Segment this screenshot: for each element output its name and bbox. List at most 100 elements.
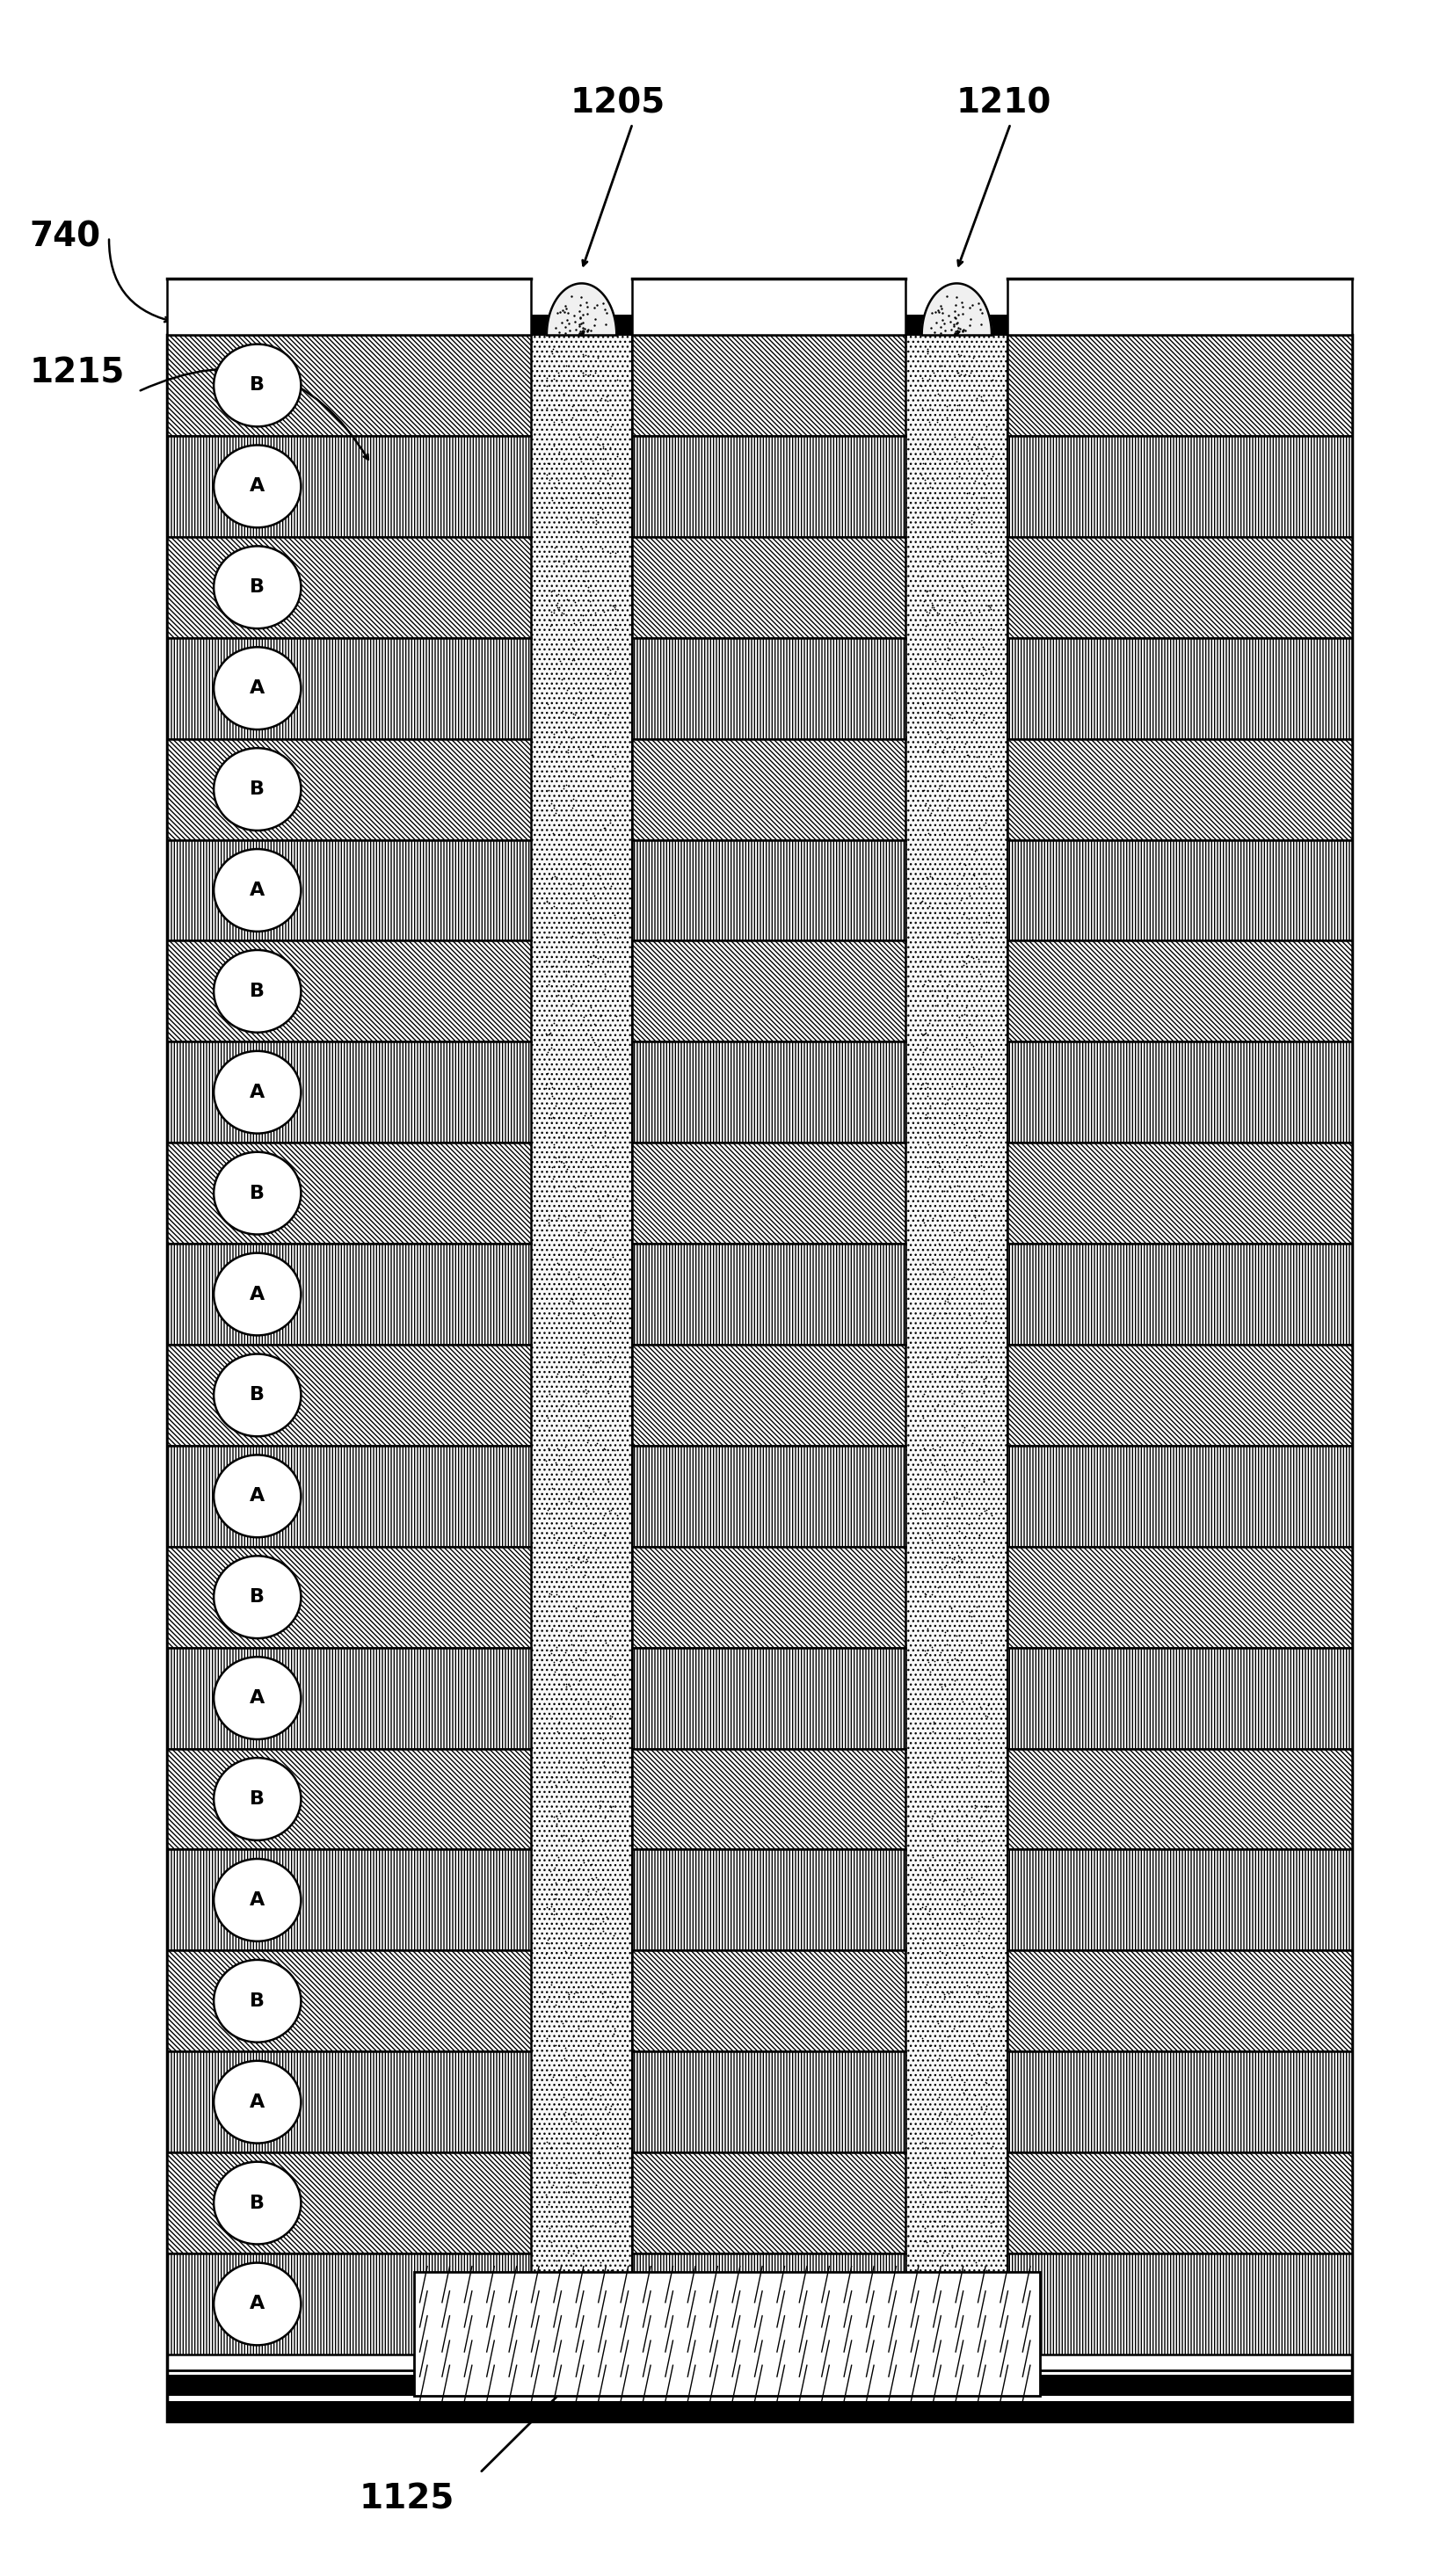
Point [977,796,1000,837]
Point [916,945,939,987]
Point [955,734,979,775]
Point [583,1293,606,1334]
Point [535,556,558,598]
Point [599,2249,622,2290]
Point [923,1316,947,1358]
Point [977,2014,1000,2056]
Point [560,1623,583,1664]
Point [560,1306,583,1347]
Point [917,358,941,399]
Point [919,2025,942,2066]
Point [542,1893,566,1935]
Point [909,1064,932,1105]
Text: A: A [250,1891,265,1909]
Point [979,665,1002,706]
Point [974,801,997,842]
Bar [632,1749,906,1850]
Text: A: A [250,1285,265,1303]
Point [585,1141,608,1182]
Point [935,1546,958,1587]
Point [935,2282,958,2324]
Point [571,1842,595,1883]
Point [553,2076,576,2117]
Point [947,353,970,394]
Point [945,1924,968,1965]
Point [599,801,622,842]
Point [915,858,938,899]
Point [951,1422,974,1463]
Point [910,881,933,922]
Point [913,2221,936,2262]
Point [967,1718,990,1759]
Point [555,1759,579,1801]
Point [973,2143,996,2184]
Point [967,428,990,469]
Point [920,858,944,899]
Point [567,1659,590,1700]
Point [593,1868,616,1909]
Point [554,940,577,981]
Point [955,1965,979,2007]
Point [585,925,608,966]
Point [947,595,970,636]
Point [958,876,981,917]
Point [598,1175,621,1216]
Point [922,1198,945,1239]
Point [915,605,938,647]
Point [929,711,952,752]
Point [601,1100,624,1141]
Point [590,1973,614,2014]
Point [566,510,589,551]
Point [535,1886,558,1927]
Point [936,984,960,1025]
Point [926,999,949,1041]
Point [560,2282,583,2324]
Point [589,2241,612,2282]
Point [599,533,622,574]
Point [915,1850,938,1891]
Point [939,1971,963,2012]
Point [916,2275,939,2316]
Point [547,1141,570,1182]
Point [942,1659,965,1700]
Point [555,2231,579,2272]
Point [580,1018,603,1059]
Point [961,938,984,979]
Point [580,734,603,775]
Point [595,1896,618,1937]
Point [557,1252,580,1293]
Point [947,1638,970,1680]
Point [577,1886,601,1927]
Point [936,1079,960,1121]
Point [566,1538,589,1579]
Point [573,1891,596,1932]
Point [585,1899,608,1940]
Point [603,2287,627,2329]
Bar [167,2254,531,2354]
Point [944,1638,967,1680]
Point [547,1739,570,1780]
Point [931,2123,954,2164]
Point [954,2177,977,2218]
Point [981,891,1005,933]
Point [910,556,933,598]
Point [587,1713,611,1754]
Point [970,1146,993,1188]
Point [541,814,564,855]
Point [539,2262,563,2303]
Point [960,500,983,541]
Point [561,1641,585,1682]
Point [922,1293,945,1334]
Point [974,649,997,690]
Point [963,2130,986,2172]
Point [596,1873,619,1914]
Point [920,582,944,623]
Point [535,2123,558,2164]
Point [585,500,608,541]
Point [935,884,958,925]
Point [922,2262,945,2303]
Point [548,2324,571,2365]
Point [587,461,611,502]
Point [547,1837,570,1878]
Point [574,353,598,394]
